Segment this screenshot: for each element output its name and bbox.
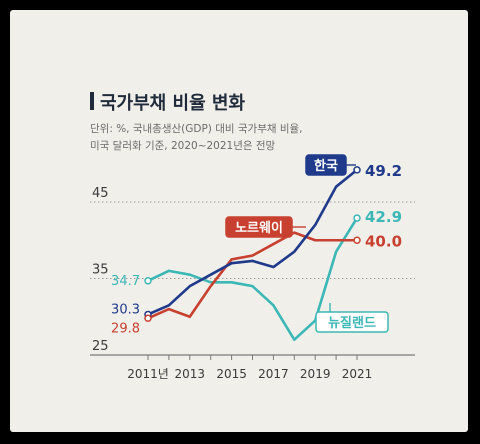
- series-line-한국: [146, 168, 359, 316]
- y-tick-label-45: 45: [92, 186, 109, 201]
- start-value-label-뉴질랜드: 34.7: [111, 274, 140, 289]
- title-accent-bar: [90, 92, 94, 110]
- x-tick-label-2019: 2019: [300, 367, 331, 381]
- y-tick-label-25: 25: [92, 339, 109, 354]
- end-value-label-노르웨이: 40.0: [365, 232, 402, 250]
- start-value-label-한국: 30.3: [111, 302, 140, 317]
- chart-subtitle-line-1: 단위: %, 국내총생산(GDP) 대비 국가부채 비율,: [90, 123, 303, 135]
- x-tick-label-2015: 2015: [216, 367, 247, 381]
- x-tick-label-2017: 2017: [258, 367, 289, 381]
- legend-label-한국: 한국: [314, 158, 338, 174]
- chart-subtitle-line-2: 미국 달러화 기준, 2020~2021년은 전망: [90, 140, 276, 152]
- y-tick-label-35: 35: [92, 263, 109, 278]
- end-value-label-한국: 49.2: [365, 162, 402, 180]
- legend-label-뉴질랜드: 뉴질랜드: [328, 315, 376, 331]
- start-point-뉴질랜드: [144, 277, 152, 285]
- start-value-label-노르웨이: 29.8: [111, 321, 140, 336]
- legend-tag-노르웨이: [225, 216, 293, 238]
- end-point-노르웨이: [353, 236, 361, 244]
- end-point-뉴질랜드: [353, 214, 361, 222]
- x-tick-label-2011: 2011년: [127, 367, 169, 381]
- series-line-뉴질랜드: [146, 216, 359, 342]
- end-point-한국: [353, 166, 361, 174]
- chart-title: 국가부채 비율 변화: [100, 93, 246, 114]
- x-tick-label-2021: 2021: [342, 367, 373, 381]
- x-tick-label-2013: 2013: [175, 367, 206, 381]
- start-point-노르웨이: [144, 314, 152, 323]
- series-line-노르웨이: [146, 231, 359, 320]
- legend-label-노르웨이: 노르웨이: [235, 220, 283, 236]
- end-value-label-뉴질랜드: 42.9: [365, 208, 402, 226]
- legend-tag-뉴질랜드: [315, 311, 389, 333]
- legend-tag-한국: [305, 154, 347, 176]
